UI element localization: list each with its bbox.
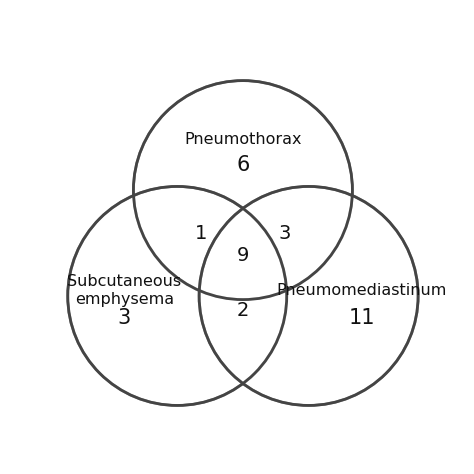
Text: Subcutaneous
emphysema: Subcutaneous emphysema bbox=[67, 274, 182, 307]
Text: 11: 11 bbox=[348, 308, 375, 328]
Text: 3: 3 bbox=[118, 308, 131, 328]
Text: 3: 3 bbox=[279, 224, 291, 243]
Circle shape bbox=[68, 186, 287, 405]
Text: Pneumothorax: Pneumothorax bbox=[184, 131, 301, 146]
Text: Pneumomediastinum: Pneumomediastinum bbox=[276, 283, 447, 298]
Text: 1: 1 bbox=[195, 224, 207, 243]
Text: 9: 9 bbox=[237, 246, 249, 265]
Circle shape bbox=[199, 186, 418, 405]
Text: 2: 2 bbox=[237, 301, 249, 320]
Text: 6: 6 bbox=[236, 155, 250, 174]
Circle shape bbox=[133, 81, 352, 300]
